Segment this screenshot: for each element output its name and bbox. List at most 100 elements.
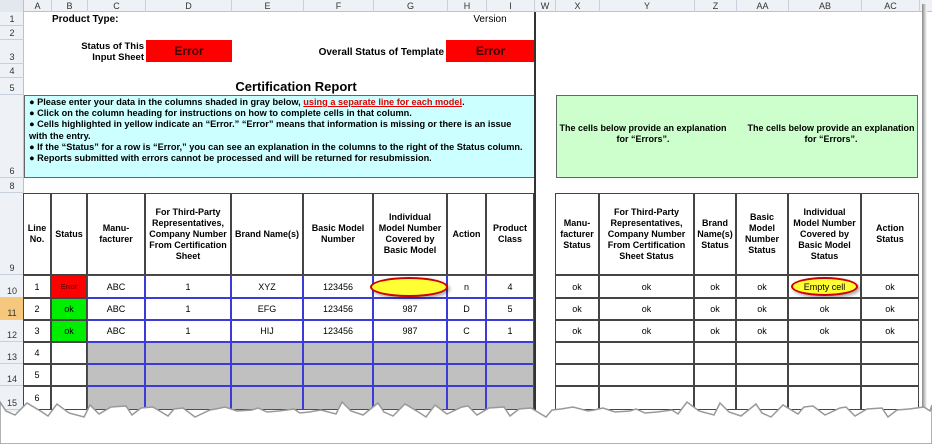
- cell: ABC: [87, 298, 145, 320]
- cell: [447, 386, 486, 410]
- cell: 3: [23, 320, 51, 342]
- row-header: 9: [0, 193, 24, 275]
- column-heading: Manu-facturer Status: [555, 193, 599, 275]
- cell: 1: [23, 275, 51, 298]
- cell: EFG: [231, 298, 303, 320]
- column-heading: Action: [447, 193, 486, 275]
- status-cell: ok: [861, 275, 919, 298]
- status-cell: [555, 342, 599, 364]
- column-header: AA: [737, 0, 789, 12]
- cell: 987: [373, 320, 447, 342]
- instruction: ● Click on the column heading for instru…: [29, 108, 530, 119]
- cell: [51, 364, 87, 386]
- column-heading: Basic Model Number: [303, 193, 373, 275]
- status-cell: ok: [736, 298, 788, 320]
- instruction-text: ● If the “Status” for a row is “Error,” …: [29, 141, 523, 152]
- cell: 1: [145, 298, 231, 320]
- column-header: E: [232, 0, 304, 12]
- status-cell: [694, 386, 736, 410]
- status-cell: [861, 364, 919, 386]
- header-bar: [0, 0, 932, 12]
- column-header: B: [52, 0, 88, 12]
- column-header: D: [146, 0, 232, 12]
- status-cell: ok: [788, 320, 861, 342]
- column-header: AB: [789, 0, 862, 12]
- column-header: F: [304, 0, 374, 12]
- cell: 5: [486, 298, 534, 320]
- row-header: 13: [0, 342, 24, 364]
- status-cell: ok: [555, 275, 599, 298]
- column-header: G: [374, 0, 448, 12]
- cell: 2: [23, 298, 51, 320]
- cell: XYZ: [231, 275, 303, 298]
- status-cell: ok: [555, 298, 599, 320]
- error-highlight: Empty cell: [791, 277, 858, 296]
- instructions-box: ● Please enter your data in the columns …: [24, 95, 535, 178]
- cell: [231, 386, 303, 410]
- cell: 123456: [303, 320, 373, 342]
- status-cell: [694, 364, 736, 386]
- cell: [145, 342, 231, 364]
- column-heading: For Third-Party Representatives, Company…: [599, 193, 694, 275]
- row-header: 15: [0, 386, 24, 410]
- torn-paper: [0, 400, 932, 444]
- row-header: 12: [0, 320, 24, 342]
- status-cell: ok: [599, 320, 694, 342]
- status-cell: [736, 364, 788, 386]
- status-cell: [788, 342, 861, 364]
- cell: ABC: [87, 275, 145, 298]
- cell: ABC: [87, 320, 145, 342]
- column-heading: Brand Name(s): [231, 193, 303, 275]
- row-header: 1: [0, 12, 24, 26]
- cell: 1: [486, 320, 534, 342]
- status-input-value: Error: [146, 40, 232, 62]
- report-title: Certification Report: [235, 79, 357, 94]
- instruction: ● Reports submitted with errors cannot b…: [29, 153, 530, 164]
- status-cell: ok: [694, 298, 736, 320]
- row-header: 14: [0, 364, 24, 386]
- status-cell: ok: [555, 320, 599, 342]
- status-cell: ok: [694, 320, 736, 342]
- error-highlight: [370, 277, 448, 297]
- cell: [447, 364, 486, 386]
- column-header: Z: [695, 0, 737, 12]
- instruction-text: using a separate line for each model: [303, 97, 463, 107]
- column-heading: Basic Model Number Status: [736, 193, 788, 275]
- cell: [373, 342, 447, 364]
- cell: [486, 386, 534, 410]
- cell: [145, 386, 231, 410]
- status-cell: [861, 386, 919, 410]
- instruction-text: ● Please enter your data in the columns …: [29, 97, 304, 107]
- column-header: X: [556, 0, 600, 12]
- cell: C: [447, 320, 486, 342]
- cell: [51, 342, 87, 364]
- cell: [486, 342, 534, 364]
- cell: [87, 386, 145, 410]
- status-cell: [599, 342, 694, 364]
- overall-status-label: Overall Status of Template: [318, 46, 444, 58]
- explanation-note: The cells below provide an explanation f…: [747, 123, 915, 144]
- column-header: W: [535, 0, 556, 12]
- column-header: AC: [862, 0, 920, 12]
- column-heading: Individual Model Number Covered by Basic…: [373, 193, 447, 275]
- cell: [231, 364, 303, 386]
- column-header: A: [24, 0, 52, 12]
- explanation-box: [556, 95, 918, 178]
- row-header: 11: [0, 298, 24, 320]
- row-header: 4: [0, 64, 24, 78]
- status-cell: [736, 386, 788, 410]
- cell: 123456: [303, 298, 373, 320]
- status-cell: [599, 386, 694, 410]
- cell: 1: [145, 275, 231, 298]
- status-cell: ok: [861, 298, 919, 320]
- product-type-label: Product Type:: [52, 13, 119, 25]
- instruction: ● If the “Status” for a row is “Error,” …: [29, 142, 530, 153]
- status-cell: [694, 342, 736, 364]
- row-header: 5: [0, 78, 24, 95]
- cell: HIJ: [231, 320, 303, 342]
- column-heading: Brand Name(s) Status: [694, 193, 736, 275]
- cell: 6: [23, 386, 51, 410]
- overall-status-value: Error: [446, 40, 535, 62]
